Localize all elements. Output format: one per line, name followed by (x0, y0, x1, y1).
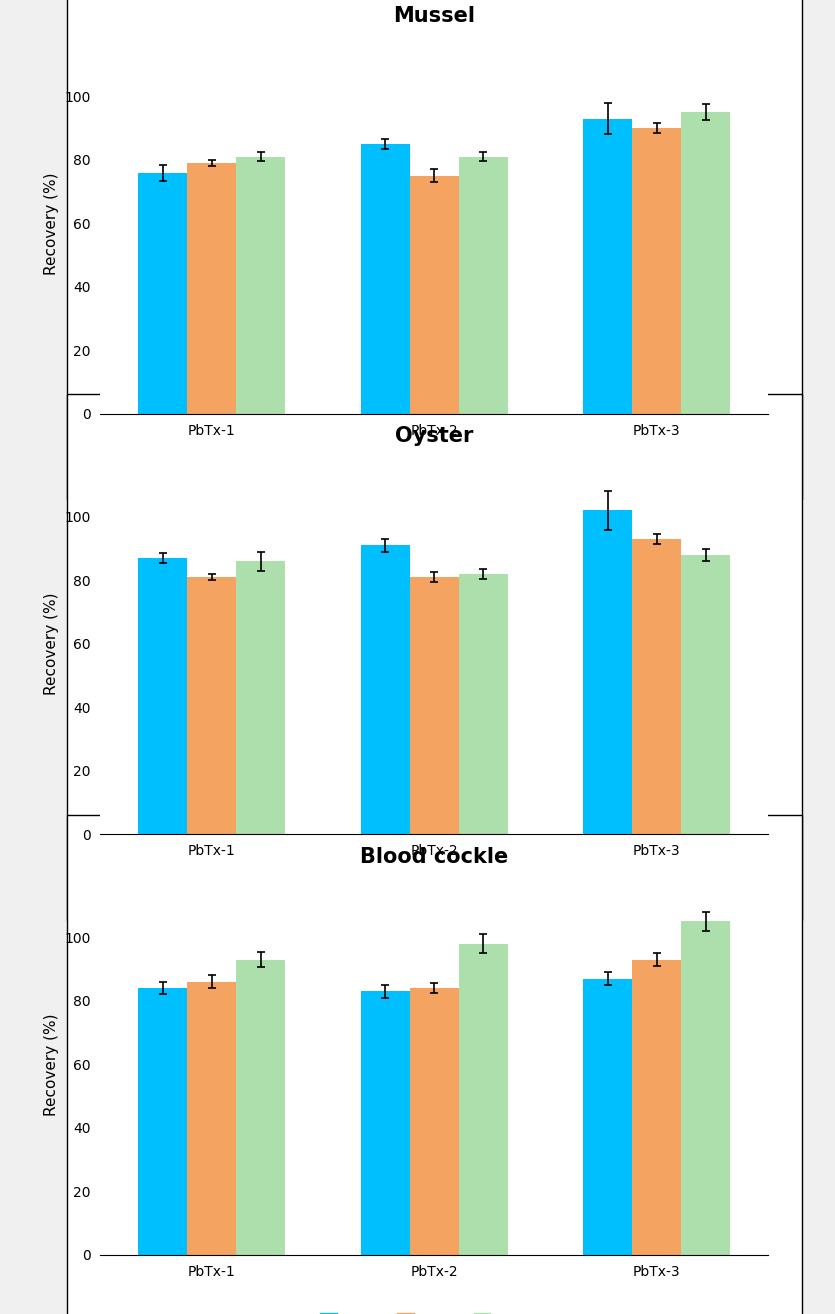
Title: Mussel: Mussel (393, 5, 475, 26)
Bar (632, 539, 681, 834)
Bar (584, 979, 632, 1255)
Bar (138, 172, 187, 414)
Bar (138, 988, 187, 1255)
Legend: 2LOQ, 5LOQ, 10LOQ: 2LOQ, 5LOQ, 10LOQ (315, 886, 554, 912)
Bar (361, 145, 410, 414)
Bar (236, 959, 285, 1255)
Bar (458, 943, 508, 1255)
Y-axis label: Recovery (%): Recovery (%) (43, 593, 58, 695)
Bar (632, 129, 681, 414)
Bar (236, 561, 285, 834)
Bar (187, 982, 236, 1255)
Bar (410, 176, 458, 414)
Bar (138, 558, 187, 834)
Bar (187, 577, 236, 834)
Bar (410, 577, 458, 834)
Bar (584, 118, 632, 414)
Legend: 2LOQ, 5LOQ, 10LOQ: 2LOQ, 5LOQ, 10LOQ (315, 465, 554, 491)
Y-axis label: Recovery (%): Recovery (%) (43, 172, 58, 275)
Bar (410, 988, 458, 1255)
Title: Oyster: Oyster (395, 426, 473, 447)
Bar (584, 510, 632, 834)
Title: Blood cockle: Blood cockle (360, 846, 509, 867)
Bar (458, 574, 508, 834)
Legend: 2LOQ, 5LOQ, 10LOQ: 2LOQ, 5LOQ, 10LOQ (315, 1306, 554, 1314)
Bar (361, 545, 410, 834)
Bar (681, 112, 731, 414)
Bar (632, 959, 681, 1255)
Bar (187, 163, 236, 414)
Bar (458, 156, 508, 414)
Y-axis label: Recovery (%): Recovery (%) (43, 1013, 58, 1116)
Bar (681, 555, 731, 834)
Bar (681, 921, 731, 1255)
Bar (361, 991, 410, 1255)
Bar (236, 156, 285, 414)
